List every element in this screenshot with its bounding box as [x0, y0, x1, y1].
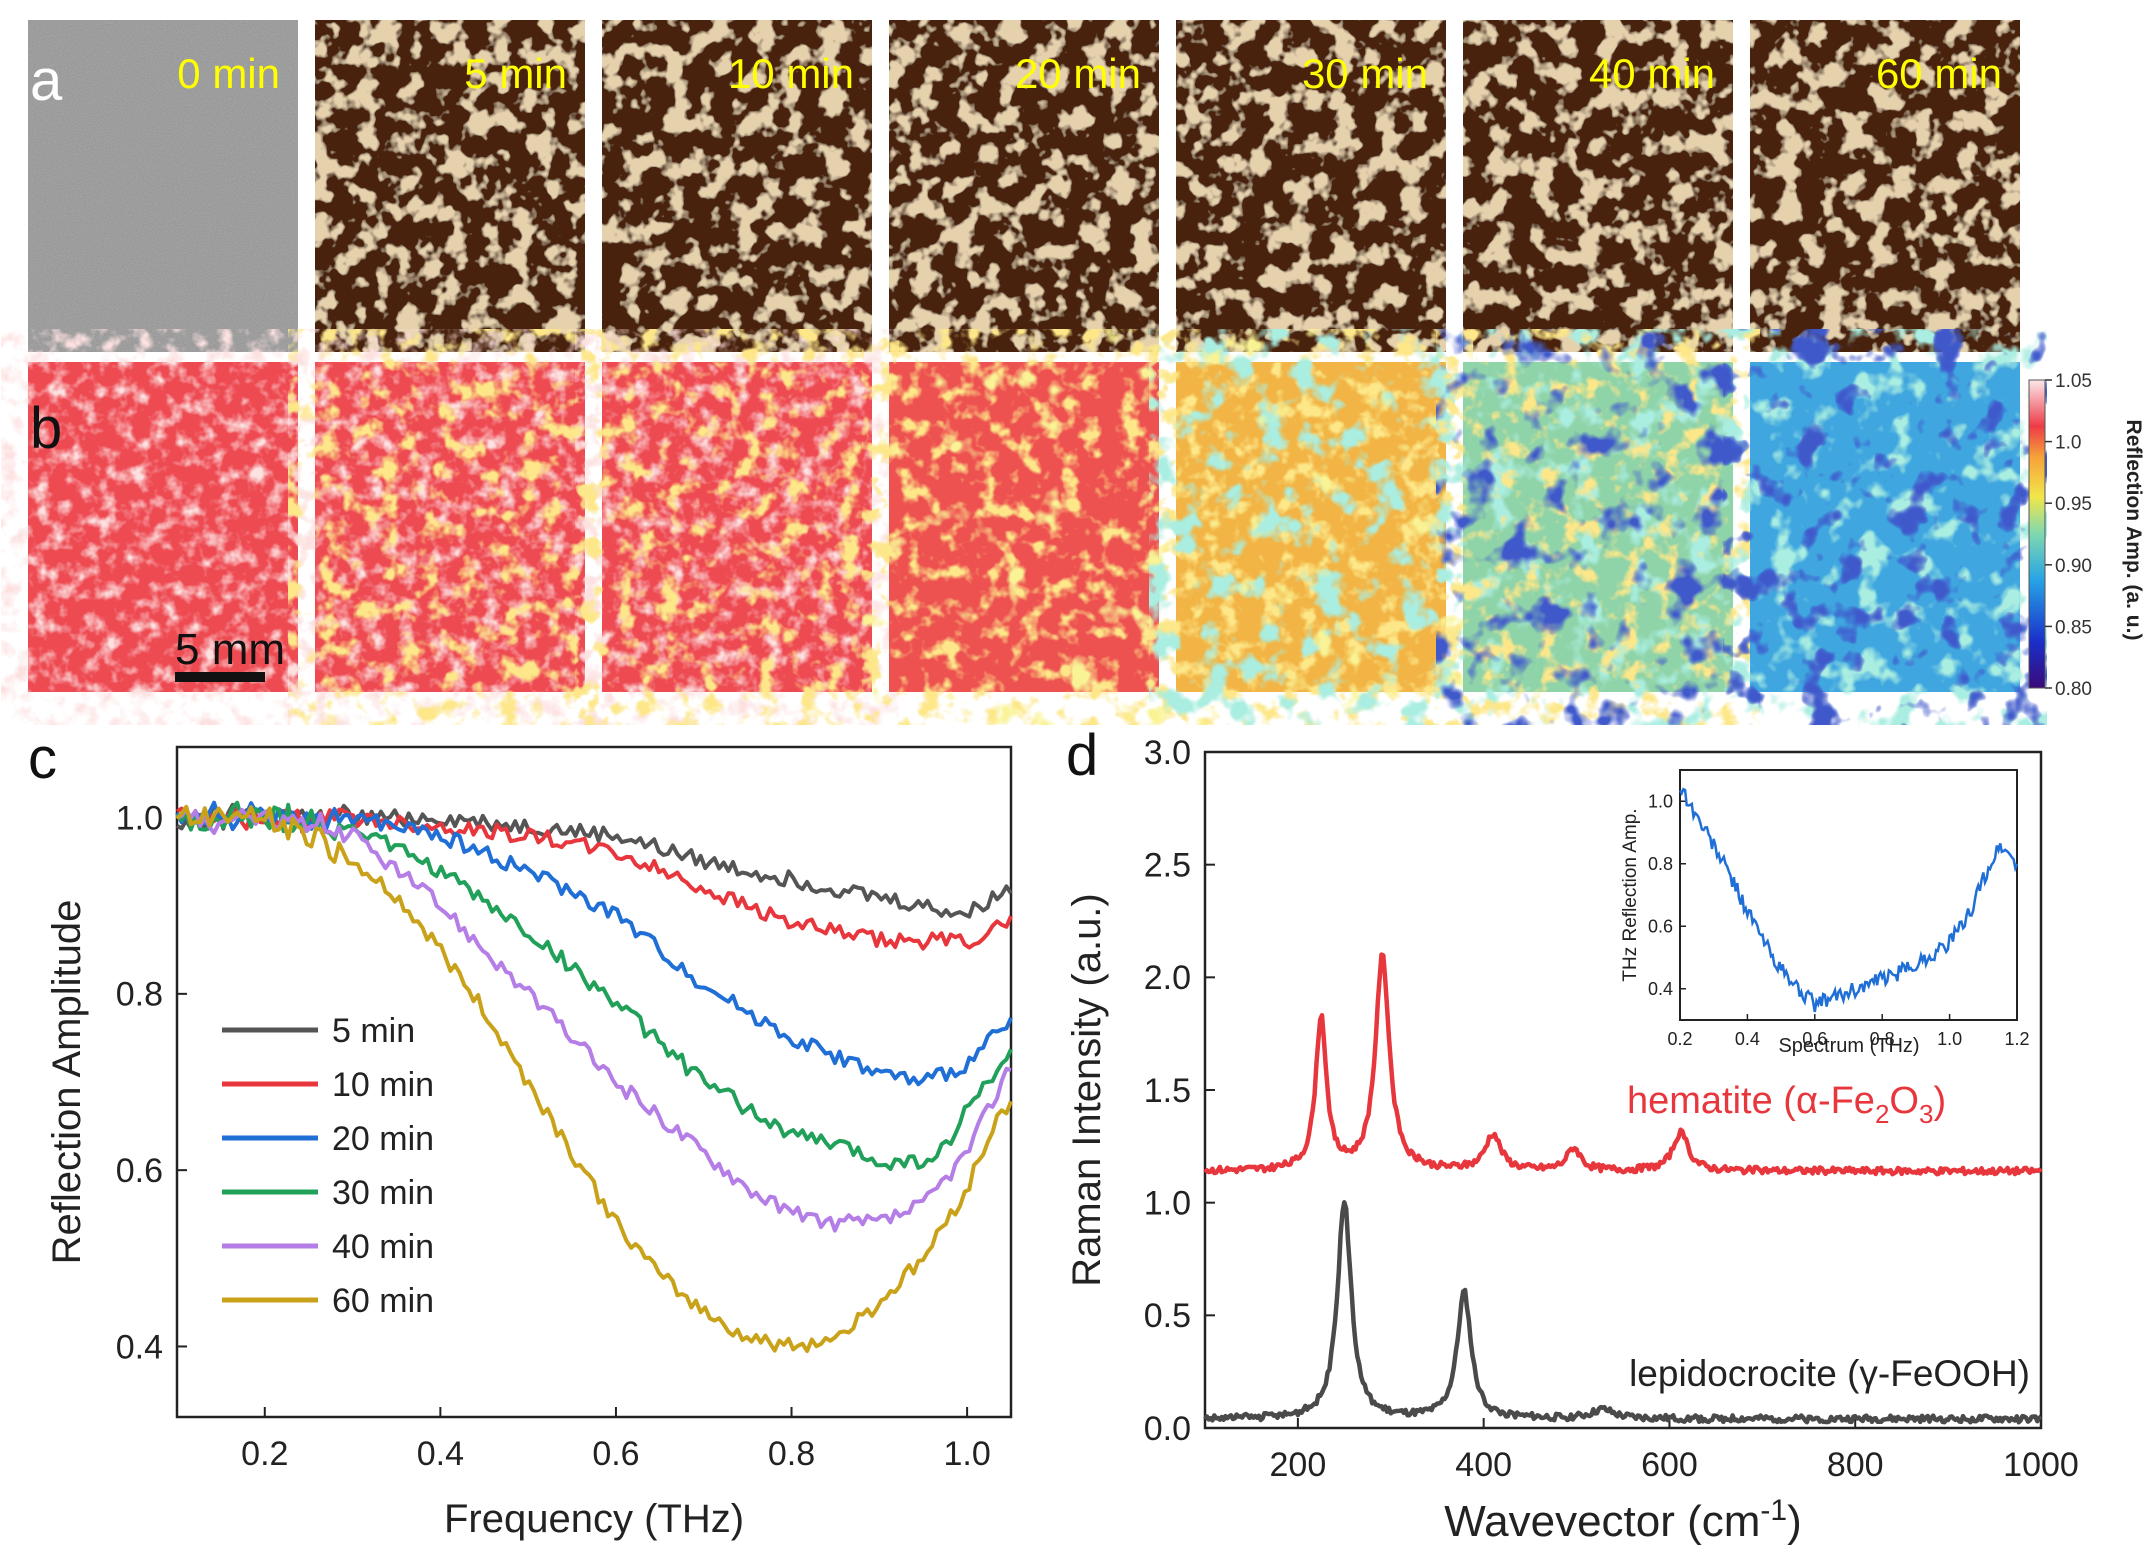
y-tick-label: 0.8: [1648, 854, 1673, 874]
inset-frame: [1679, 769, 2018, 1021]
colorbar-tick-label: 0.80: [2055, 679, 2092, 700]
y-axis-label-d: Raman Intensity (a.u.): [1065, 893, 1109, 1287]
time-label: 0 min: [177, 50, 280, 97]
panel-label-b: b: [30, 396, 62, 461]
raman-line-hematite: [1203, 952, 2043, 1177]
y-tick-label: 0.6: [116, 1152, 163, 1190]
x-tick-label: 600: [1641, 1446, 1698, 1484]
colorbar-tick-label: 0.95: [2055, 494, 2092, 515]
thz-map-texture: [1750, 362, 2020, 692]
thz-map-texture: [1463, 362, 1733, 692]
x-tick-label: 1000: [2003, 1446, 2079, 1484]
thz-map-texture: [315, 362, 585, 692]
time-label: 60 min: [1876, 50, 2002, 97]
photo-tile-rust: [1463, 20, 1733, 352]
time-label: 10 min: [728, 50, 854, 97]
y-tick-label: 0.5: [1144, 1297, 1191, 1335]
colorbar-tick-label: 1.0: [2055, 433, 2081, 454]
time-label: 40 min: [1589, 50, 1715, 97]
photo-row: 0 min 5 min 10 min 20 min 30 min 40 min 60 min…: [28, 20, 2020, 352]
y-tick-label: 1.0: [116, 799, 163, 837]
photo-tile-rust: [602, 20, 872, 352]
y-tick-label: 0.4: [1648, 979, 1673, 999]
x-axis-label-c: Frequency (THz): [444, 1497, 744, 1541]
y-tick-label: 3.0: [1144, 734, 1191, 772]
x-tick-label: 0.8: [1870, 1029, 1895, 1049]
legend-label: 60 min: [332, 1282, 434, 1320]
inset-y-label: THz Reflection Amp.: [1620, 808, 1641, 981]
thz-map-texture: [602, 362, 872, 692]
y-tick-label: 2.5: [1144, 847, 1191, 885]
y-tick-label: 1.0: [1648, 792, 1673, 812]
scale-bar: [175, 672, 265, 682]
legend-label: 40 min: [332, 1228, 434, 1266]
photo-tile-steel: [28, 20, 298, 352]
panel-label-c: c: [28, 726, 57, 791]
y-tick-label: 1.5: [1144, 1072, 1191, 1110]
y-tick-label: 0.8: [116, 976, 163, 1014]
x-tick-label: 0.6: [1802, 1029, 1827, 1049]
colorbar-tick-label: 0.90: [2055, 556, 2092, 577]
panel-label-a: a: [30, 48, 63, 113]
photo-tile-rust: [315, 20, 585, 352]
scale-bar-label: 5 mm: [175, 625, 285, 674]
y-axis-label-c: Reflection Amplitude: [45, 900, 89, 1265]
y-tick-label: 0.4: [116, 1328, 163, 1366]
thz-map-texture: [1176, 362, 1446, 692]
series-line-40-min: [176, 807, 1012, 1233]
photo-tile-rust: [1750, 20, 2020, 352]
panel-c-chart: c Frequency (THz) Reflection Amplitude 0…: [28, 726, 1013, 1541]
legend-label: 30 min: [332, 1174, 434, 1212]
x-tick-label: 200: [1270, 1446, 1327, 1484]
raman-line-lepidocrocite: [1203, 1200, 2043, 1425]
time-label: 5 min: [464, 50, 567, 97]
x-tick-label: 0.2: [1667, 1029, 1692, 1049]
y-tick-label: 0.6: [1648, 917, 1673, 937]
x-tick-label: 800: [1827, 1446, 1884, 1484]
x-tick-label: 1.0: [943, 1435, 990, 1473]
y-tick-label: 2.0: [1144, 959, 1191, 997]
y-tick-label: 0.0: [1144, 1410, 1191, 1448]
x-tick-label: 0.4: [1735, 1029, 1760, 1049]
y-tick-label: 1.0: [1144, 1185, 1191, 1223]
series-line-60-min: [175, 804, 1013, 1354]
x-tick-label: 400: [1455, 1446, 1512, 1484]
time-label: 30 min: [1302, 50, 1428, 97]
thz-map-row: b 5 mm: [28, 362, 2020, 692]
thz-map-texture: [889, 362, 1159, 692]
inset-line: [1678, 787, 2019, 1013]
panel-d-chart: d Wavevector (cm-1) Raman Intensity (a.u…: [1065, 723, 2079, 1546]
colorbar-gradient: [2028, 379, 2046, 689]
x-axis-label-d: Wavevector (cm-1): [1444, 1494, 1802, 1546]
x-tick-label: 1.0: [1937, 1029, 1962, 1049]
panel-label-d: d: [1066, 723, 1098, 788]
x-tick-label: 1.2: [2004, 1029, 2029, 1049]
legend-label: 10 min: [332, 1066, 434, 1104]
legend-label: 5 min: [332, 1012, 415, 1050]
inset-x-label: Spectrum (THz): [1778, 1035, 1919, 1057]
x-tick-label: 0.8: [768, 1435, 815, 1473]
x-tick-label: 0.4: [417, 1435, 464, 1473]
hematite-label: hematite (α-Fe2O3): [1627, 1080, 1946, 1129]
lepidocrocite-label: lepidocrocite (γ-FeOOH): [1629, 1353, 2030, 1394]
plot-frame-c: [175, 745, 1013, 1419]
series-line-20-min: [175, 800, 1013, 1087]
colorbar-tick-label: 1.05: [2055, 371, 2092, 392]
photo-tile-rust: [1176, 20, 1446, 352]
thz-map-texture: [28, 362, 298, 692]
colorbar-tick-label: 0.85: [2055, 617, 2092, 638]
x-tick-label: 0.2: [241, 1435, 288, 1473]
series-line-30-min: [175, 800, 1013, 1171]
colorbar: Reflection Amp. (a. u.) 1.05 1.0 0.95 0.90 0…: [2028, 371, 2145, 700]
x-tick-label: 0.6: [592, 1435, 639, 1473]
legend-label: 20 min: [332, 1120, 434, 1158]
photo-tile-rust: [889, 20, 1159, 352]
time-label: 20 min: [1015, 50, 1141, 97]
colorbar-label: Reflection Amp. (a. u.): [2122, 420, 2145, 641]
